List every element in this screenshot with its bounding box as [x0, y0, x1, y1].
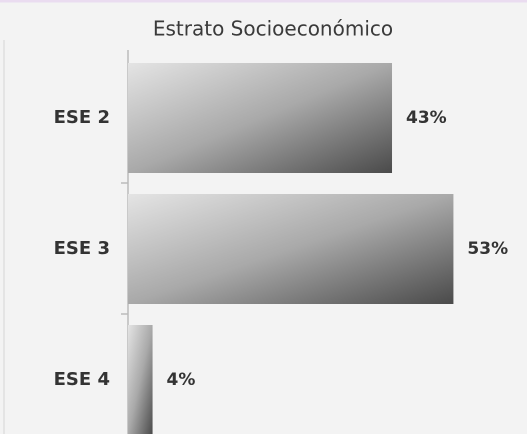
- value-label: 53%: [467, 239, 508, 259]
- bar: [128, 194, 454, 304]
- category-label: ESE 3: [54, 238, 110, 259]
- category-label: ESE 2: [54, 107, 110, 128]
- value-label: 43%: [406, 108, 447, 128]
- category-label: ESE 4: [54, 369, 110, 390]
- value-label: 4%: [167, 370, 196, 390]
- bar: [128, 63, 393, 173]
- bar: [128, 325, 153, 434]
- chart-title: Estrato Socioeconómico: [153, 17, 393, 41]
